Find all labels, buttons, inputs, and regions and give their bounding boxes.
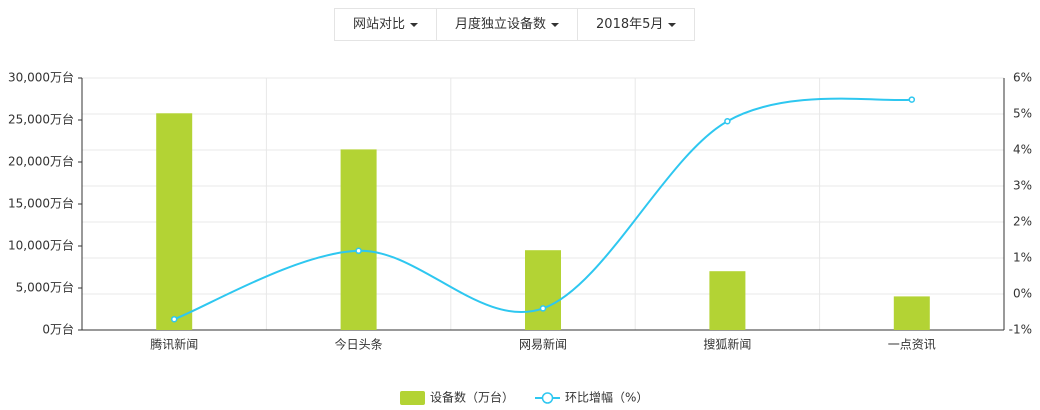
y2-tick-label: 1% [1013,251,1032,265]
line-point [908,96,916,103]
x-tick-label: 今日头条 [335,337,383,352]
y-tick-label: 0万台 [42,322,74,337]
x-tick-label: 搜狐新闻 [703,337,751,352]
y2-tick-label: 6% [1013,71,1032,85]
legend-swatch [541,392,554,404]
y2-tick-label: 3% [1013,179,1032,193]
bar [340,149,377,330]
bar [156,113,193,330]
line-point [539,305,547,312]
x-tick-label: 腾讯新闻 [150,337,198,352]
legend-label: 设备数（万台） [430,390,514,405]
y-tick-label: 20,000万台 [8,154,74,169]
y-tick-label: 15,000万台 [8,196,74,211]
line-point [355,247,362,255]
y-tick-label: 5,000万台 [16,280,74,295]
line-point [724,117,731,125]
x-tick-label: 一点资讯 [888,338,936,352]
y2-tick-label: 2% [1013,215,1032,229]
controls: 网站对比 月度独立设备数 2018年5月 [334,8,696,41]
x-tick-label: 网易新闻 [519,337,567,352]
dropdown[interactable]: 网站对比 [335,9,436,40]
line-point [170,315,178,323]
legend-swatch [400,391,425,405]
y2-tick-label: 0% [1013,287,1032,301]
bar [893,296,930,330]
dropdown[interactable]: 2018年5月 [577,9,694,40]
bar [525,250,561,330]
bar [709,271,746,330]
y-tick-label: 10,000万台 [8,238,74,253]
legend-label: 环比增幅（%） [565,390,648,405]
y2-tick-label: -1% [1009,323,1032,337]
y2-tick-label: 4% [1013,143,1032,157]
dropdown[interactable]: 月度独立设备数 [436,9,577,40]
y2-tick-label: 5% [1013,107,1032,121]
y-tick-label: 25,000万台 [8,112,74,127]
y-tick-label: 30,000万台 [8,70,74,85]
